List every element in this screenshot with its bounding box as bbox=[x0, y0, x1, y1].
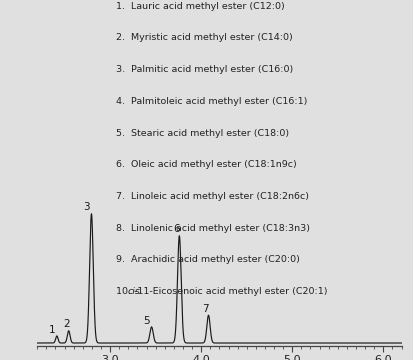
Text: 2.  Myristic acid methyl ester (C14:0): 2. Myristic acid methyl ester (C14:0) bbox=[116, 33, 292, 42]
Text: -11-Eicosenoic acid methyl ester (C20:1): -11-Eicosenoic acid methyl ester (C20:1) bbox=[134, 287, 327, 296]
Text: 8.  Linolenic acid methyl ester (C18:3n3): 8. Linolenic acid methyl ester (C18:3n3) bbox=[116, 224, 309, 233]
Text: 3.  Palmitic acid methyl ester (C16:0): 3. Palmitic acid methyl ester (C16:0) bbox=[116, 65, 292, 74]
Text: 3: 3 bbox=[83, 202, 89, 212]
Text: 4.  Palmitoleic acid methyl ester (C16:1): 4. Palmitoleic acid methyl ester (C16:1) bbox=[116, 97, 306, 106]
Text: 6: 6 bbox=[173, 225, 180, 234]
Text: 1.  Lauric acid methyl ester (C12:0): 1. Lauric acid methyl ester (C12:0) bbox=[116, 2, 284, 11]
Text: 1: 1 bbox=[49, 325, 55, 334]
Text: 7.  Linoleic acid methyl ester (C18:2n6c): 7. Linoleic acid methyl ester (C18:2n6c) bbox=[116, 192, 308, 201]
Text: 10.: 10. bbox=[116, 287, 137, 296]
Text: cis: cis bbox=[128, 287, 140, 296]
Text: 5.  Stearic acid methyl ester (C18:0): 5. Stearic acid methyl ester (C18:0) bbox=[116, 129, 288, 138]
Text: 2: 2 bbox=[63, 319, 70, 329]
Text: 7: 7 bbox=[202, 304, 209, 314]
Text: 6.  Oleic acid methyl ester (C18:1n9c): 6. Oleic acid methyl ester (C18:1n9c) bbox=[116, 160, 296, 169]
Text: 9.  Arachidic acid methyl ester (C20:0): 9. Arachidic acid methyl ester (C20:0) bbox=[116, 255, 299, 264]
Text: 5: 5 bbox=[142, 316, 149, 325]
